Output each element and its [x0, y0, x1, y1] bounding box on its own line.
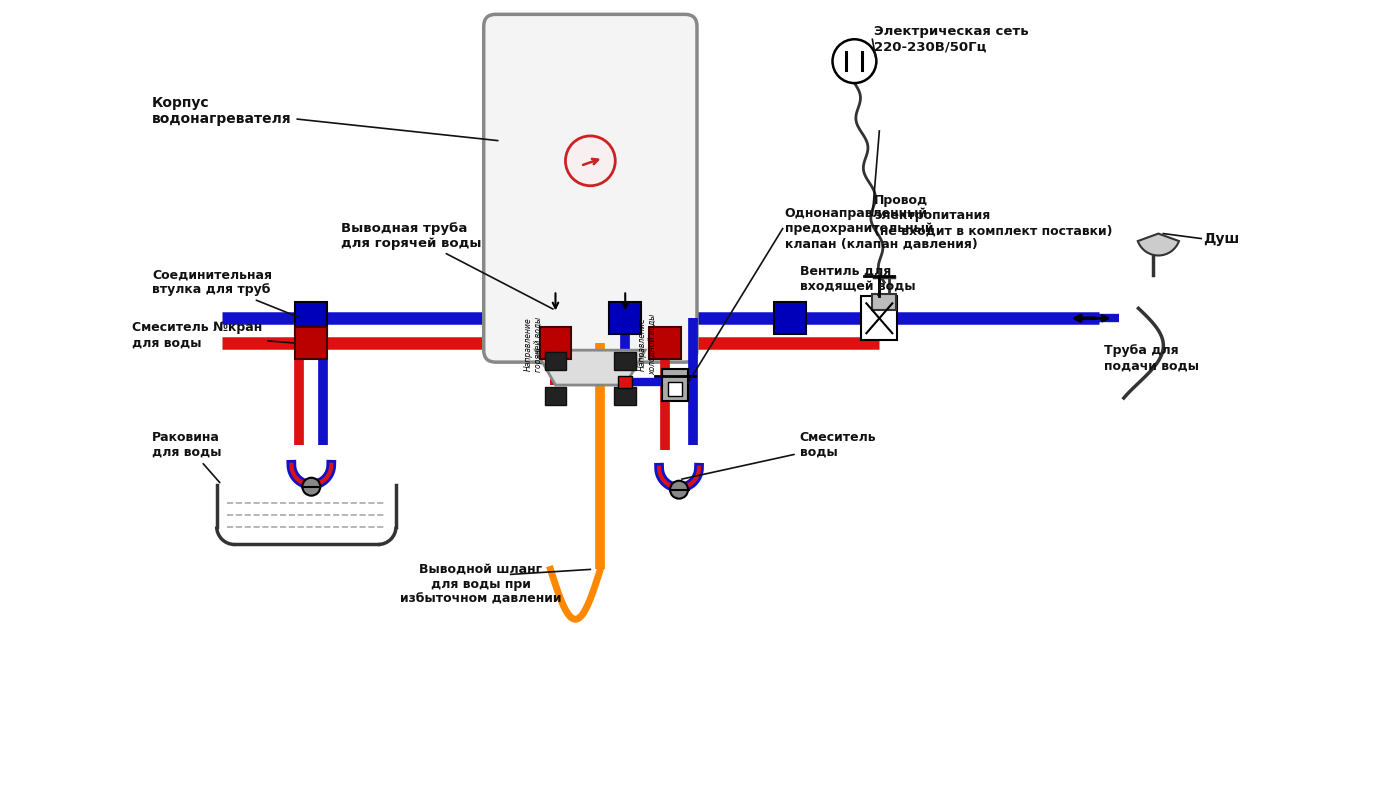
Circle shape: [833, 39, 876, 83]
Text: Направление
холодной воды: Направление холодной воды: [638, 314, 657, 375]
Text: Душ: Душ: [1203, 231, 1240, 246]
Text: Труба для
подачи воды: Труба для подачи воды: [1103, 344, 1199, 372]
Text: Смеситель
воды: Смеситель воды: [682, 431, 876, 479]
Bar: [544, 352, 566, 370]
Wedge shape: [1138, 234, 1179, 255]
Text: Выводная труба
для горячей воды: Выводная труба для горячей воды: [342, 222, 554, 309]
Text: Выводной шланг
для воды при
избыточном давлении: Выводной шланг для воды при избыточном д…: [400, 563, 562, 606]
Text: Корпус
водонагревателя: Корпус водонагревателя: [152, 96, 498, 141]
Text: Смеситель №кран
для воды: Смеситель №кран для воды: [131, 322, 293, 350]
Polygon shape: [536, 350, 645, 385]
Bar: [662, 369, 688, 401]
Bar: [861, 296, 897, 340]
Bar: [295, 327, 327, 359]
Bar: [872, 294, 897, 310]
Text: Вентиль для
входящей воды: Вентиль для входящей воды: [800, 265, 915, 296]
FancyBboxPatch shape: [484, 14, 698, 362]
Text: Соединительная
втулка для труб: Соединительная втулка для труб: [152, 269, 299, 318]
Bar: [295, 302, 327, 334]
Bar: [614, 352, 637, 370]
Bar: [649, 327, 681, 359]
Bar: [774, 302, 805, 334]
Text: Электрическая сеть
220-230В/50Гц: Электрическая сеть 220-230В/50Гц: [875, 26, 1028, 54]
Bar: [614, 387, 637, 405]
Circle shape: [302, 478, 320, 496]
Bar: [668, 382, 682, 396]
Text: Провод
электропитания
(не входит в комплект поставки): Провод электропитания (не входит в компл…: [875, 194, 1113, 237]
Text: Направление
горячей воды: Направление горячей воды: [525, 317, 544, 372]
Bar: [544, 387, 566, 405]
Bar: [619, 376, 632, 388]
Text: Однонаправленный
предохранительный
клапан (клапан давления): Однонаправленный предохранительный клапа…: [785, 207, 977, 250]
Text: Раковина
для воды: Раковина для воды: [152, 431, 221, 482]
Bar: [609, 302, 641, 334]
Circle shape: [670, 481, 688, 498]
Circle shape: [566, 136, 616, 186]
Bar: [540, 327, 572, 359]
